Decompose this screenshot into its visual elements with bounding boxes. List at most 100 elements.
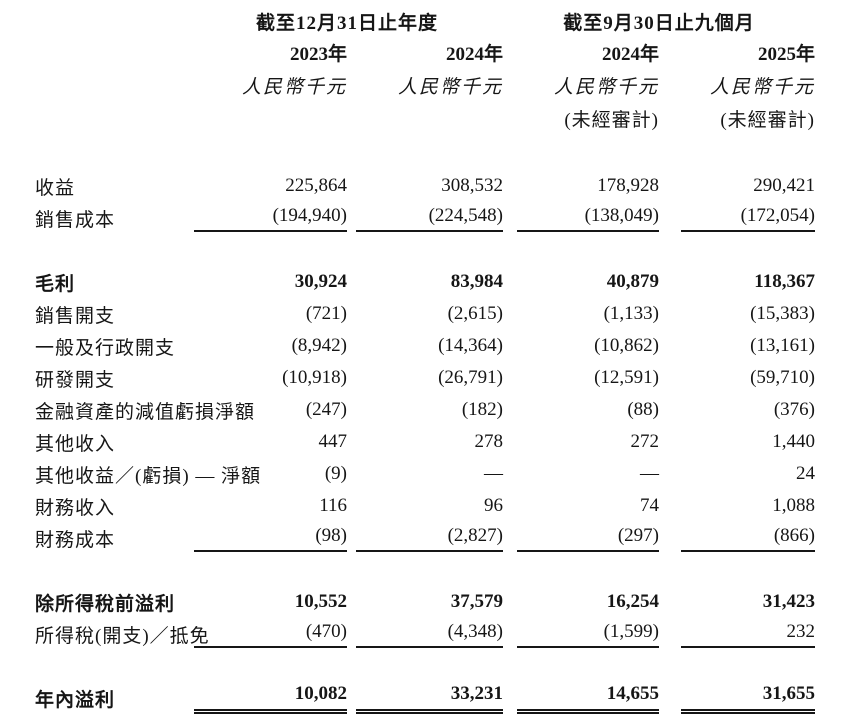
table-row: 金融資產的減值虧損淨額 (247) (182) (88) (376) bbox=[35, 394, 815, 426]
row-label: 銷售成本 bbox=[35, 209, 116, 231]
row-label: 除所得稅前溢利 bbox=[35, 593, 176, 615]
table-row: 財務成本 (98) (2,827) (297) (866) bbox=[35, 522, 815, 554]
table-row: 研發開支 (10,918) (26,791) (12,591) (59,710) bbox=[35, 362, 815, 394]
table-row: 一般及行政開支 (8,942) (14,364) (10,862) (13,161) bbox=[35, 330, 815, 362]
row-label: 年內溢利 bbox=[35, 689, 116, 711]
cell-value: (8,942) bbox=[291, 335, 347, 356]
cell-value: 24 bbox=[796, 463, 815, 484]
cell-value: (376) bbox=[773, 399, 815, 420]
table-header: 截至12月31日止年度 截至9月30日止九個月 2023年 2024年 2024… bbox=[35, 6, 815, 170]
header-gap-row bbox=[35, 134, 815, 170]
cell-value: 178,928 bbox=[597, 175, 659, 196]
cell-value: 14,655 bbox=[517, 683, 659, 714]
cell-value: 37,579 bbox=[450, 591, 503, 612]
cell-value: 83,984 bbox=[450, 271, 503, 292]
cell-value: (59,710) bbox=[750, 367, 815, 388]
currency-label-cell: 人民幣千元 bbox=[241, 76, 347, 98]
cell-value: 1,440 bbox=[772, 431, 815, 452]
year-header-2024-interim: 2024年 bbox=[601, 43, 659, 65]
row-label: 所得稅(開支)／抵免 bbox=[35, 625, 210, 647]
year-header-2023: 2023年 bbox=[289, 43, 347, 65]
spacer-row bbox=[35, 554, 815, 586]
cell-value: 33,231 bbox=[356, 683, 503, 714]
spacer-row bbox=[35, 650, 815, 682]
table-row: 年內溢利 10,082 33,231 14,655 31,655 bbox=[35, 682, 815, 714]
cell-value: (9) bbox=[324, 463, 347, 484]
unaudited-label-cell: (未經審計) bbox=[720, 109, 815, 131]
cell-value: (297) bbox=[517, 525, 659, 552]
cell-value: 40,879 bbox=[606, 271, 659, 292]
col-group-year-ended: 截至12月31日止年度 bbox=[255, 12, 438, 34]
cell-value: 10,552 bbox=[294, 591, 347, 612]
table-row: 毛利 30,924 83,984 40,879 118,367 bbox=[35, 266, 815, 298]
table-row: 所得稅(開支)／抵免 (470) (4,348) (1,599) 232 bbox=[35, 618, 815, 650]
table-row: 其他收益／(虧損) — 淨額 (9) — — 24 bbox=[35, 458, 815, 490]
cell-value: (470) bbox=[194, 621, 347, 648]
cell-value: 308,532 bbox=[441, 175, 503, 196]
cell-value: (4,348) bbox=[356, 621, 503, 648]
cell-value: 31,655 bbox=[681, 683, 815, 714]
cell-value: (182) bbox=[461, 399, 503, 420]
cell-value: (721) bbox=[305, 303, 347, 324]
cell-value: (10,862) bbox=[594, 335, 659, 356]
year-header-2024: 2024年 bbox=[445, 43, 503, 65]
cell-value: (15,383) bbox=[750, 303, 815, 324]
currency-header-row: 人民幣千元 人民幣千元 人民幣千元 人民幣千元 bbox=[35, 68, 815, 102]
cell-value: — bbox=[640, 463, 659, 484]
cell-value: (194,940) bbox=[194, 205, 347, 232]
table-row: 除所得稅前溢利 10,552 37,579 16,254 31,423 bbox=[35, 586, 815, 618]
cell-value: 232 bbox=[681, 621, 815, 648]
row-label: 收益 bbox=[35, 177, 76, 199]
table-row: 其他收入 447 278 272 1,440 bbox=[35, 426, 815, 458]
cell-value: 96 bbox=[484, 495, 503, 516]
cell-value: (247) bbox=[305, 399, 347, 420]
row-label: 銷售開支 bbox=[35, 305, 116, 327]
unaudited-label-cell: (未經審計) bbox=[564, 109, 659, 131]
cell-value: 31,423 bbox=[762, 591, 815, 612]
cell-value: 118,367 bbox=[754, 271, 815, 292]
cell-value: 74 bbox=[640, 495, 659, 516]
cell-value: (14,364) bbox=[438, 335, 503, 356]
cell-value: (98) bbox=[194, 525, 347, 552]
income-statement-table: 截至12月31日止年度 截至9月30日止九個月 2023年 2024年 2024… bbox=[35, 6, 815, 714]
cell-value: 225,864 bbox=[285, 175, 347, 196]
cell-value: 16,254 bbox=[606, 591, 659, 612]
table-row: 財務收入 116 96 74 1,088 bbox=[35, 490, 815, 522]
header-spacer-cell bbox=[35, 36, 191, 68]
row-label: 研發開支 bbox=[35, 369, 116, 391]
cell-value: (1,599) bbox=[517, 621, 659, 648]
cell-value: (2,615) bbox=[447, 303, 503, 324]
currency-label-cell: 人民幣千元 bbox=[397, 76, 503, 98]
year-header-row: 2023年 2024年 2024年 2025年 bbox=[35, 36, 815, 68]
cell-value: (2,827) bbox=[356, 525, 503, 552]
cell-value: (1,133) bbox=[603, 303, 659, 324]
table-row: 收益 225,864 308,532 178,928 290,421 bbox=[35, 170, 815, 202]
cell-value: 278 bbox=[474, 431, 504, 452]
unaudited-header-row: (未經審計) (未經審計) bbox=[35, 102, 815, 134]
header-spacer-cell bbox=[191, 102, 347, 134]
currency-label-cell: 人民幣千元 bbox=[709, 76, 815, 98]
header-spacer-cell bbox=[35, 68, 191, 102]
cell-value: 30,924 bbox=[294, 271, 347, 292]
column-group-header-row: 截至12月31日止年度 截至9月30日止九個月 bbox=[35, 6, 815, 36]
cell-value: (26,791) bbox=[438, 367, 503, 388]
cell-value: (88) bbox=[627, 399, 659, 420]
cell-value: 290,421 bbox=[753, 175, 815, 196]
row-label: 財務收入 bbox=[35, 497, 116, 519]
table-row: 銷售開支 (721) (2,615) (1,133) (15,383) bbox=[35, 298, 815, 330]
cell-value: (866) bbox=[681, 525, 815, 552]
row-label: 其他收入 bbox=[35, 433, 116, 455]
currency-label-cell: 人民幣千元 bbox=[553, 76, 659, 98]
header-spacer-cell bbox=[347, 102, 503, 134]
cell-value: (224,548) bbox=[356, 205, 503, 232]
cell-value: (172,054) bbox=[681, 205, 815, 232]
table-row: 銷售成本 (194,940) (224,548) (138,049) (172,054) bbox=[35, 202, 815, 234]
row-label: 一般及行政開支 bbox=[35, 337, 176, 359]
cell-value: 272 bbox=[630, 431, 660, 452]
row-label: 金融資產的減值虧損淨額 bbox=[35, 401, 256, 423]
table-body: 收益 225,864 308,532 178,928 290,421 銷售成本 (194,9… bbox=[35, 170, 815, 714]
header-spacer-cell bbox=[35, 102, 191, 134]
financial-statement: 截至12月31日止年度 截至9月30日止九個月 2023年 2024年 2024… bbox=[35, 6, 815, 714]
header-spacer-cell bbox=[35, 6, 191, 36]
col-group-nine-months: 截至9月30日止九個月 bbox=[563, 12, 755, 34]
